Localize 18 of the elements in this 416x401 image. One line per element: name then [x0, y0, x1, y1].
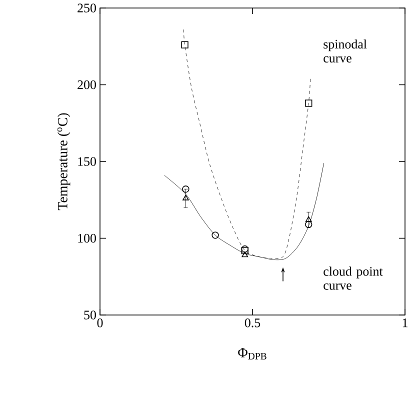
point: [305, 216, 312, 222]
y-tick-label: 100: [78, 234, 96, 243]
y-tick-label: 150: [78, 157, 96, 166]
point: [305, 100, 312, 107]
y-axis-title: Temperature ($^{o}$C): [57, 113, 70, 210]
x-tick-label: 0: [97, 318, 103, 328]
x-tick-label: 1: [402, 318, 408, 328]
annotation: spinodal curve: [324, 39, 367, 63]
point: [182, 194, 189, 200]
y-tick-label: 200: [78, 80, 96, 90]
y-tick-label: 50: [84, 310, 96, 320]
point: [181, 41, 188, 48]
y-tick-label: 250: [78, 4, 96, 12]
x-tick-label: 0.5: [244, 318, 260, 328]
point: [242, 252, 248, 258]
x-axis-title: Φ$_{DPB}$: [238, 348, 266, 360]
annotation: cloud point curve: [324, 266, 383, 290]
point: [212, 232, 219, 239]
